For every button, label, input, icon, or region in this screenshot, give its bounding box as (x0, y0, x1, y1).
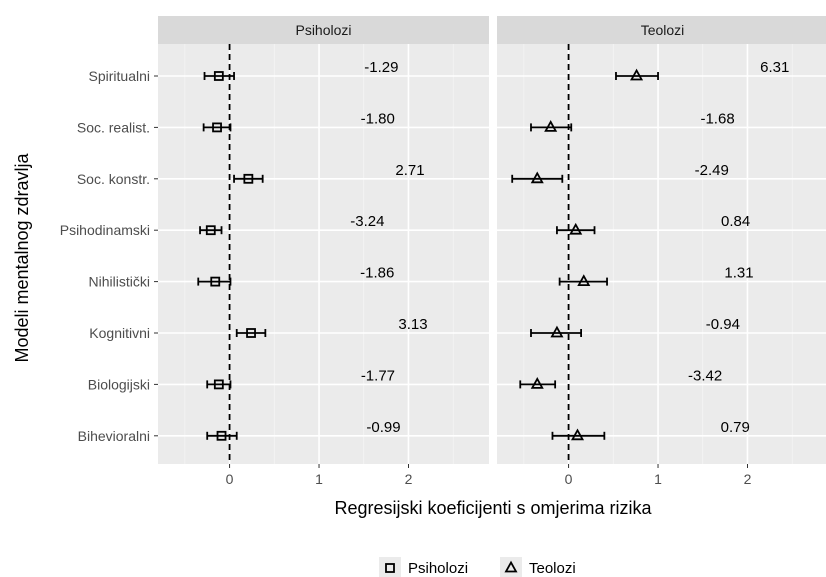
value-label: -2.49 (695, 162, 729, 179)
panel-strip (158, 16, 489, 44)
legend-item-teolozi: Teolozi (500, 557, 576, 577)
x-tick-label: 1 (315, 471, 323, 487)
legend-label: Psiholozi (408, 560, 468, 577)
data-point-square (246, 328, 256, 338)
data-point-triangle (530, 377, 544, 389)
x-tick-label: 0 (565, 471, 573, 487)
value-label: -1.29 (364, 59, 398, 76)
y-tick-labels: Spiritualni Soc. realist. Soc. konstr. Psih… (60, 68, 158, 444)
value-label: -1.77 (361, 367, 395, 384)
x-tick-label: 0 (226, 471, 234, 487)
value-label: -0.94 (706, 316, 740, 333)
y-tick-label: Psihodinamski (60, 222, 150, 238)
legend-key-background (500, 557, 522, 577)
data-point-triangle (570, 428, 585, 441)
data-point-square (210, 276, 221, 287)
data-point-triangle (630, 68, 644, 81)
legend-key-background (379, 557, 401, 577)
value-label: 2.71 (395, 162, 424, 179)
legend-key-square (385, 563, 395, 573)
legend: Psiholozi Teolozi (379, 557, 576, 577)
data-point-triangle (530, 171, 544, 184)
data-point-triangle (550, 325, 564, 338)
legend-label: Teolozi (529, 560, 576, 577)
value-label: 0.84 (721, 213, 750, 230)
panel-strip-label: Psiholozi (295, 22, 351, 38)
panel-strip-label: Teolozi (641, 22, 685, 38)
data-point-square (213, 379, 224, 390)
y-tick-label: Spiritualni (89, 68, 150, 84)
value-label: -3.42 (688, 367, 722, 384)
panel-strip (497, 16, 826, 44)
y-tick-label: Soc. realist. (77, 119, 150, 135)
value-label: 1.31 (724, 265, 753, 282)
x-axis-title: Regresijski koeficijenti s omjerima rizi… (334, 498, 652, 518)
value-label: 3.13 (398, 316, 427, 333)
value-label: -1.86 (360, 265, 394, 282)
data-point-square (212, 122, 222, 133)
legend-key-triangle (504, 560, 518, 573)
data-point-square (216, 430, 227, 441)
legend-item-psiholozi: Psiholozi (379, 557, 468, 577)
value-label: 6.31 (760, 59, 789, 76)
y-axis-title: Modeli mentalnog zdravlja (12, 152, 32, 362)
x-tick-label: 2 (405, 471, 413, 487)
panel-psiholozi: Psiholozi 0 1 2 -1.29 -1.80 2.71 -3.24 -1.86 3.13… (158, 16, 489, 487)
value-label: -1.68 (700, 110, 734, 127)
panel-background (158, 44, 489, 464)
x-tick-label: 2 (744, 471, 752, 487)
y-tick-label: Bihevioralni (78, 428, 150, 444)
value-label: -1.80 (361, 110, 395, 127)
y-tick-label: Kognitivni (89, 325, 150, 341)
value-label: -0.99 (366, 419, 400, 436)
data-point-triangle (544, 120, 558, 132)
panel-background (497, 44, 826, 464)
value-label: 0.79 (721, 419, 750, 436)
panel-teolozi: Teolozi 0 1 2 6.31 -1.68 -2.49 0.84 1.31 -0.94 -3.… (497, 16, 826, 487)
data-point-triangle (577, 274, 591, 287)
data-point-square (205, 225, 216, 236)
data-point-square (243, 173, 254, 184)
value-label: -3.24 (350, 213, 384, 230)
panels: Psiholozi 0 1 2 -1.29 -1.80 2.71 -3.24 -1.86 3.13… (158, 16, 826, 487)
data-point-triangle (569, 222, 583, 235)
y-tick-label: Soc. konstr. (77, 171, 150, 187)
y-tick-label: Nihilistički (89, 274, 150, 290)
x-tick-label: 1 (654, 471, 662, 487)
y-tick-label: Biologijski (88, 376, 150, 392)
data-point-square (213, 71, 224, 81)
